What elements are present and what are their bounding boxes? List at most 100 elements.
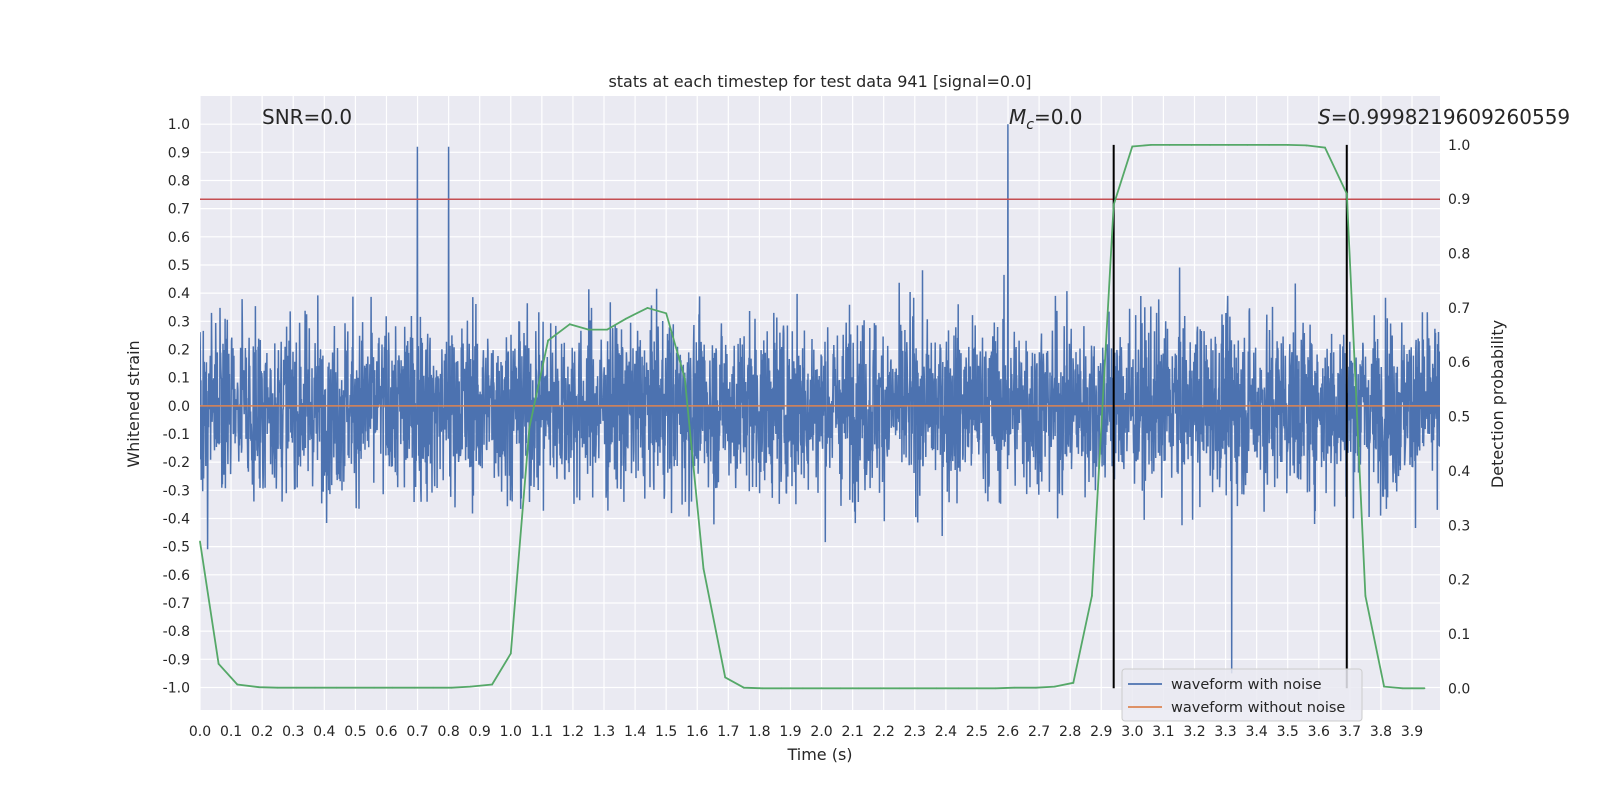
x-tick-0.7: 0.7 (406, 724, 428, 740)
prob-point-0 (199, 540, 201, 543)
prob-point-35 (879, 687, 882, 690)
prob-point-51 (1190, 144, 1193, 146)
x-tick-1.5: 1.5 (655, 724, 677, 740)
y-right-tick-0.8: 0.8 (1448, 247, 1470, 263)
prob-point-17 (528, 426, 531, 429)
legend-box (1121, 668, 1363, 722)
y-right-tick-0.3: 0.3 (1448, 518, 1470, 534)
prob-point-33 (839, 687, 842, 690)
x-tick-2.7: 2.7 (1028, 724, 1050, 740)
prob-point-48 (1131, 145, 1134, 148)
x-tick-1.2: 1.2 (562, 724, 584, 740)
y-left-tick--0.4: -0.4 (163, 511, 190, 527)
prob-point-19 (568, 323, 571, 326)
y-left-tick--1.0: -1.0 (163, 680, 190, 696)
prob-point-4 (276, 686, 279, 689)
prob-point-15 (491, 683, 494, 686)
y-right-tick-1.0: 1.0 (1448, 138, 1470, 154)
prob-point-20 (587, 328, 590, 331)
prob-point-3 (258, 686, 260, 689)
y-right-tick-0.1: 0.1 (1448, 627, 1470, 643)
prob-point-46 (1091, 594, 1093, 597)
x-tick-0.4: 0.4 (313, 724, 335, 740)
prob-point-47 (1112, 203, 1115, 206)
x-tick-3.8: 3.8 (1370, 724, 1392, 740)
y-left-tick--0.9: -0.9 (163, 652, 190, 668)
prob-point-49 (1150, 144, 1152, 146)
x-tick-2.8: 2.8 (1059, 724, 1081, 740)
prob-point-14 (469, 685, 472, 688)
prob-point-63 (1423, 687, 1426, 690)
x-tick-0.1: 0.1 (220, 724, 242, 740)
series-waveform-with-noise (200, 124, 1440, 674)
y-left-tick--0.7: -0.7 (163, 596, 190, 612)
prob-point-1 (217, 662, 220, 665)
y-left-axis-label: Whitened strain (124, 340, 143, 467)
prob-point-10 (391, 686, 394, 689)
x-tick-3.9: 3.9 (1401, 724, 1423, 740)
prob-point-24 (665, 312, 668, 315)
s-annotation: S=0.9998219609260559 (1318, 105, 1570, 129)
prob-point-62 (1401, 687, 1404, 690)
y-left-tick-1.0: 1.0 (168, 117, 190, 133)
s-symbol: S (1318, 105, 1331, 129)
x-tick-1.7: 1.7 (717, 724, 739, 740)
y-right-tick-0.2: 0.2 (1448, 573, 1470, 589)
y-right-tick-0.7: 0.7 (1448, 301, 1470, 317)
vertical-markers (1112, 144, 1348, 689)
x-tick-2.3: 2.3 (904, 724, 926, 740)
x-tick-2.2: 2.2 (873, 724, 895, 740)
prob-point-5 (295, 686, 298, 689)
x-tick-3.6: 3.6 (1308, 724, 1330, 740)
prob-point-28 (742, 686, 745, 689)
y-left-tick-0.2: 0.2 (168, 342, 190, 358)
prob-point-11 (413, 686, 416, 689)
y-left-tick-0.4: 0.4 (168, 286, 190, 302)
snr-annotation: SNR=0.0 (262, 105, 352, 129)
prob-point-31 (802, 687, 804, 690)
prob-point-54 (1246, 144, 1249, 146)
y-left-tick--0.1: -0.1 (163, 427, 190, 443)
prob-point-44 (1053, 685, 1056, 688)
y-left-tick-0.1: 0.1 (168, 371, 190, 387)
prob-point-21 (606, 328, 609, 331)
prob-point-58 (1324, 146, 1326, 149)
prob-point-43 (1035, 686, 1037, 689)
prob-point-8 (354, 686, 357, 689)
x-tick-3.0: 3.0 (1121, 724, 1143, 740)
x-tick-1.0: 1.0 (500, 724, 522, 740)
prob-point-32 (820, 687, 823, 690)
y-right-axis-label: Detection probability (1488, 320, 1507, 488)
y-left-tick--0.6: -0.6 (163, 568, 190, 584)
legend: waveform with noise waveform without noi… (1121, 668, 1363, 722)
x-tick-0.6: 0.6 (375, 724, 397, 740)
x-tick-1.1: 1.1 (531, 724, 553, 740)
y-right-tick-0.9: 0.9 (1448, 192, 1470, 208)
y-left-tick-0.8: 0.8 (168, 173, 190, 189)
prob-point-52 (1209, 144, 1211, 146)
x-tick-3.4: 3.4 (1246, 724, 1268, 740)
prob-point-61 (1383, 685, 1385, 688)
prob-point-39 (957, 687, 960, 690)
chart-title: stats at each timestep for test data 941… (608, 72, 1031, 91)
y-right-tick-0.4: 0.4 (1448, 464, 1470, 480)
prob-point-13 (450, 686, 453, 689)
x-axis-label: Time (s) (786, 745, 852, 764)
x-tick-3.5: 3.5 (1277, 724, 1299, 740)
y-left-tick--0.5: -0.5 (163, 540, 190, 556)
x-tick-3.2: 3.2 (1183, 724, 1205, 740)
prob-point-29 (761, 687, 764, 690)
prob-point-56 (1286, 144, 1289, 146)
prob-point-57 (1305, 144, 1308, 147)
x-tick-2.6: 2.6 (997, 724, 1019, 740)
prob-point-38 (935, 687, 938, 690)
x-tick-2.0: 2.0 (810, 724, 832, 740)
x-tick-1.6: 1.6 (686, 724, 708, 740)
y-left-tick-labels: 1.0 0.9 0.8 0.7 0.6 0.5 0.4 0.3 0.2 0.1 0.0 -0.1 -0.… (163, 117, 190, 696)
x-tick-0.5: 0.5 (344, 724, 366, 740)
prob-point-55 (1268, 144, 1270, 146)
y-right-tick-0.6: 0.6 (1448, 355, 1470, 371)
x-tick-1.8: 1.8 (748, 724, 770, 740)
y-right-tick-0.0: 0.0 (1448, 681, 1470, 697)
y-right-tick-labels: 1.0 0.9 0.8 0.7 0.6 0.5 0.4 0.3 0.2 0.1 0.0 (1448, 138, 1470, 697)
